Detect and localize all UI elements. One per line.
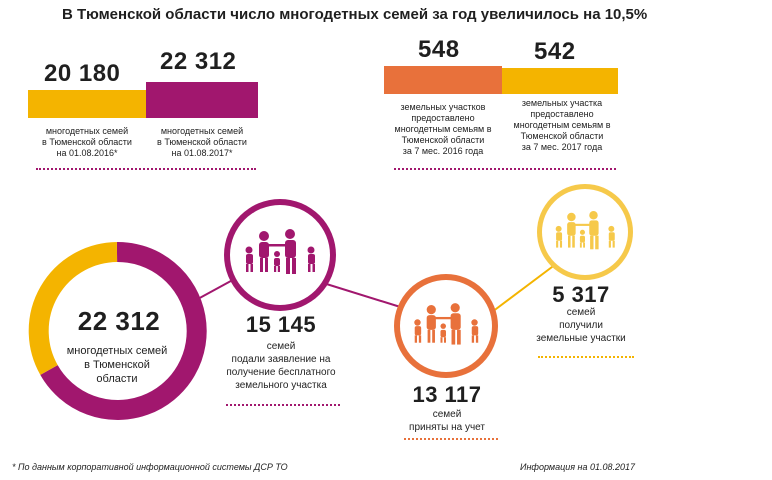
land-2017-label: земельных участка предоставлено многодетны… <box>513 98 611 152</box>
land-2017-bar <box>502 68 618 94</box>
ring-value: 22 312 <box>77 306 161 336</box>
accepted-value: 13 117 <box>412 382 482 407</box>
received-divider <box>538 356 634 358</box>
land-2016-bar <box>384 66 502 94</box>
families-ring <box>28 241 207 420</box>
families-2017-value: 22 312 <box>160 48 237 75</box>
applied-divider <box>226 404 340 406</box>
land-divider <box>394 168 616 170</box>
land-2017-value: 542 <box>534 38 576 65</box>
connector-3 <box>491 263 557 313</box>
family-icon <box>245 229 315 274</box>
page-title: В Тюменской области число многодетных се… <box>62 6 648 23</box>
families-2016-label: многодетных семей в Тюменской области на 0… <box>42 126 132 158</box>
footer-note: * По данным корпоративной информационной… <box>12 462 288 472</box>
received-value: 5 317 <box>552 282 610 307</box>
family-icon <box>555 211 615 250</box>
applied-value: 15 145 <box>245 312 317 337</box>
families-2017-bar <box>146 82 258 118</box>
applied-label: семей подали заявление на получение беспла… <box>226 341 336 391</box>
accepted-label: семей приняты на учет <box>409 409 485 433</box>
accepted-divider <box>404 438 498 440</box>
families-2017-label: многодетных семей в Тюменской области на 0… <box>157 126 247 158</box>
land-2016-value: 548 <box>418 36 460 63</box>
footer-info: Информация на 01.08.2017 <box>520 462 636 472</box>
ring-label: многодетных семей в Тюменской области <box>66 345 168 385</box>
land-2016-label: земельных участков предоставлено многодетн… <box>394 102 492 156</box>
families-2016-bar <box>28 90 146 118</box>
connector-2 <box>319 281 411 311</box>
families-divider <box>36 168 256 170</box>
received-label: семей получили земельные участки <box>536 307 626 344</box>
family-icon <box>414 303 479 345</box>
families-2016-value: 20 180 <box>44 60 121 87</box>
